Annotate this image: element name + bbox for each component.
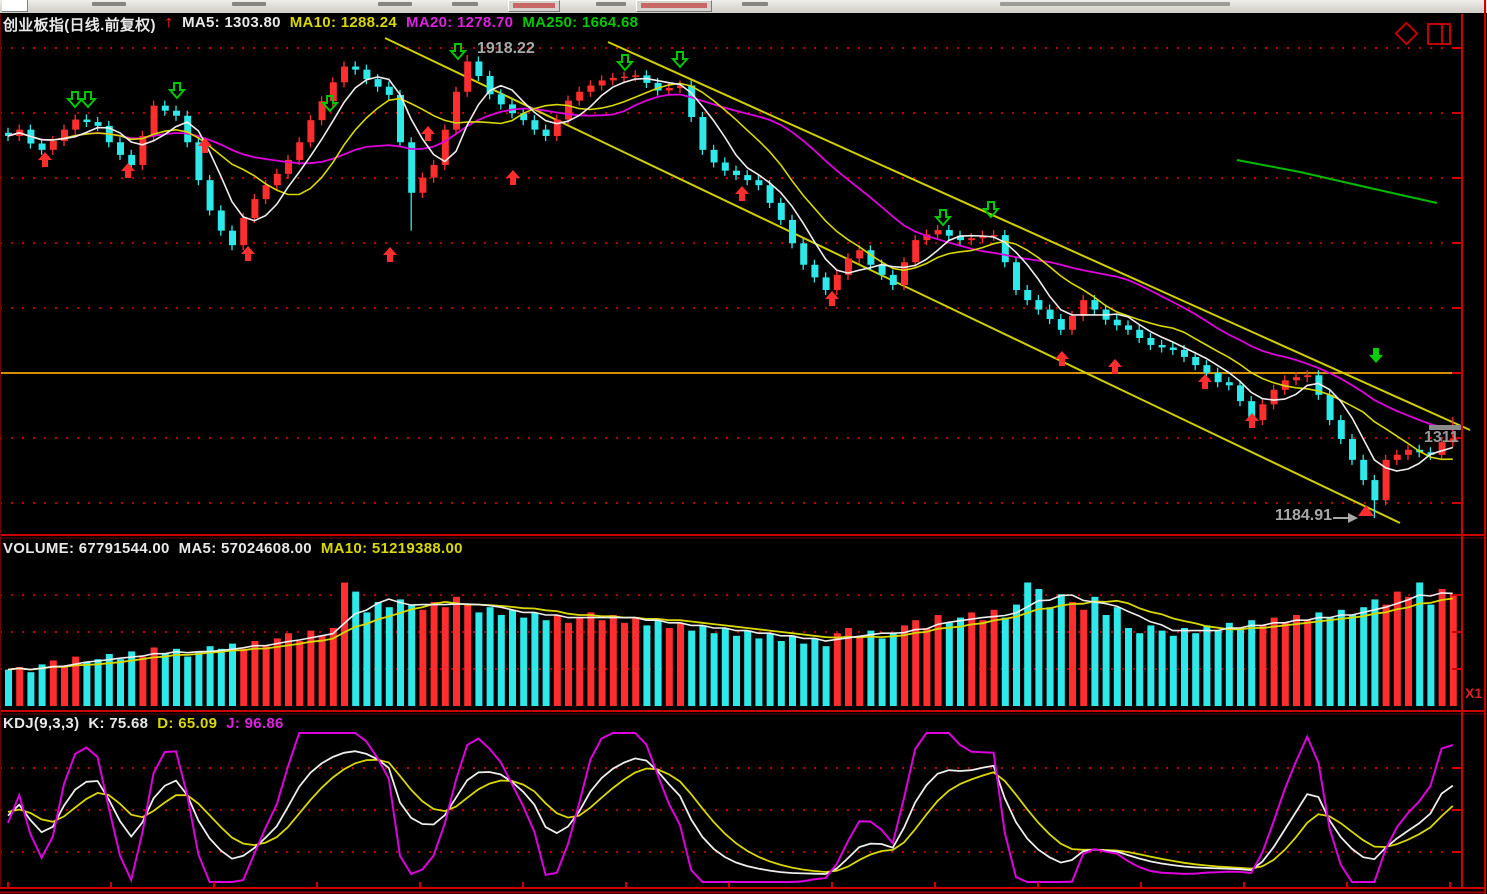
- volume-ma10-label: MA10: 51219388.00: [320, 540, 463, 557]
- volume-pane-header: VOLUME: 67791544.00 MA5: 57024608.00 MA1…: [3, 540, 463, 557]
- kdj-pane-header: KDJ(9,3,3) K: 75.68 D: 65.09 J: 96.86: [3, 715, 284, 732]
- toolbar-menu-text: [378, 2, 412, 6]
- toolbar-white-box[interactable]: [2, 0, 28, 12]
- kdj-j-label: J: 96.86: [226, 715, 284, 732]
- pane-corner-label[interactable]: X1: [1465, 685, 1483, 701]
- kdj-k-label: K: 75.68: [88, 715, 149, 732]
- toolbar-menu-text: [1000, 2, 1230, 6]
- toolbar-menu-text: [742, 2, 768, 6]
- split-window-icon[interactable]: [1427, 23, 1451, 45]
- toolbar-menu-text: [452, 2, 478, 6]
- volume-ma5-label: MA5: 57024608.00: [178, 540, 312, 557]
- top-toolbar[interactable]: [0, 0, 1487, 14]
- toolbar-menu-text: [232, 2, 266, 6]
- last-price-label: 1311: [1424, 429, 1459, 446]
- kdj-d-label: D: 65.09: [157, 715, 218, 732]
- ma20-label: MA20: 1278.70: [406, 14, 514, 31]
- ma250-label: MA250: 1664.68: [522, 14, 639, 31]
- kdj-name-label: KDJ(9,3,3): [3, 715, 80, 732]
- volume-label: VOLUME: 67791544.00: [3, 540, 170, 557]
- price-pane-header: 创业板指(日线.前复权) ↑ MA5: 1303.80 MA10: 1288.2…: [3, 14, 638, 35]
- toolbar-menu-text: [92, 2, 126, 6]
- toolbar-button[interactable]: [508, 0, 560, 12]
- low-price-annotation: 1184.91: [1275, 507, 1332, 524]
- ma10-label: MA10: 1288.24: [289, 14, 398, 31]
- ma5-label: MA5: 1303.80: [182, 14, 281, 31]
- toolbar-button-text: [641, 3, 707, 8]
- toolbar-button-text: [513, 3, 555, 8]
- symbol-title: 创业板指(日线.前复权): [3, 17, 156, 34]
- trend-up-icon: ↑: [163, 14, 175, 31]
- toolbar-button[interactable]: [636, 0, 712, 12]
- toolbar-menu-text: [596, 2, 626, 6]
- high-price-annotation: 1918.22: [477, 40, 535, 57]
